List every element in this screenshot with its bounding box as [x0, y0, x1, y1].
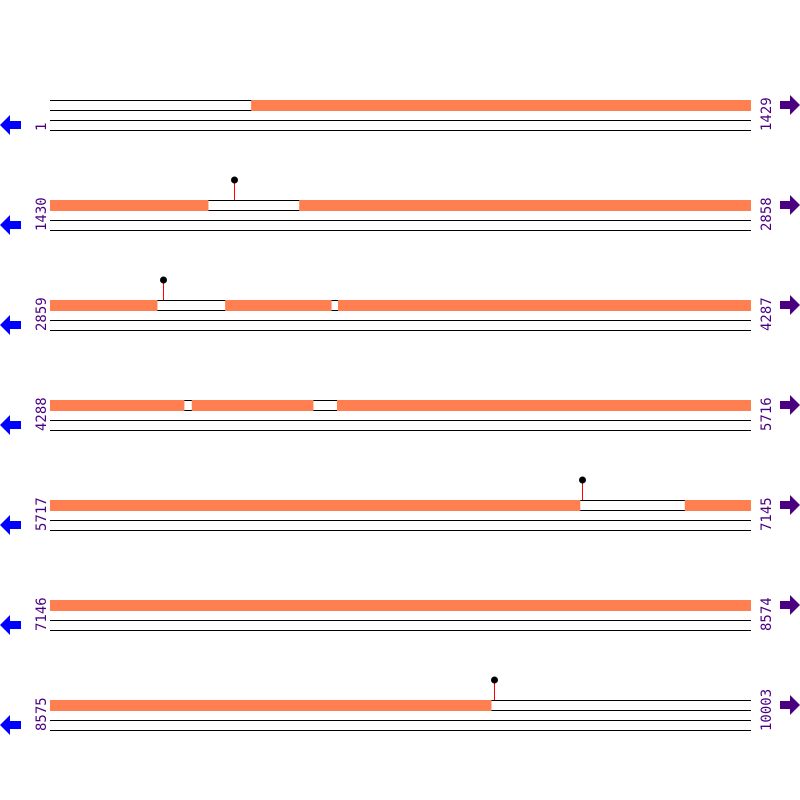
- feature-region: [50, 300, 158, 311]
- feature-region: [50, 400, 185, 411]
- marker-dot: [491, 676, 498, 684]
- track-row: 2859 4287: [0, 276, 800, 335]
- track-row: 7146 8574: [0, 595, 800, 635]
- feature-region: [191, 400, 314, 411]
- row-start-label: 1: [34, 123, 50, 131]
- feature-region: [336, 400, 751, 411]
- arrow-left-icon[interactable]: [0, 615, 21, 635]
- arrow-right-icon[interactable]: [780, 595, 800, 615]
- row-end-label: 10003: [759, 689, 775, 731]
- track-row: 5717 7145: [0, 476, 800, 535]
- track-row: 1430 2858: [0, 176, 800, 235]
- row-start-label: 1430: [34, 197, 50, 231]
- arrow-left-icon[interactable]: [0, 315, 21, 335]
- row-start-label: 7146: [34, 597, 50, 631]
- track-row: 4288 5716: [0, 395, 800, 435]
- row-end-label: 4287: [759, 297, 775, 331]
- marker-dot: [579, 476, 586, 484]
- arrow-left-icon[interactable]: [0, 415, 21, 435]
- row-end-label: 5716: [759, 397, 775, 431]
- arrow-right-icon[interactable]: [780, 195, 800, 215]
- track-row: 1 1429: [0, 95, 800, 135]
- arrow-right-icon[interactable]: [780, 395, 800, 415]
- row-end-label: 7145: [759, 497, 775, 531]
- arrow-right-icon[interactable]: [780, 295, 800, 315]
- row-start-label: 2859: [34, 297, 50, 331]
- feature-region: [251, 100, 752, 111]
- feature-region: [50, 500, 581, 511]
- arrow-left-icon[interactable]: [0, 715, 21, 735]
- row-start-label: 4288: [34, 397, 50, 431]
- marker-dot: [231, 176, 238, 184]
- feature-region: [50, 600, 751, 611]
- marker-dot: [160, 276, 167, 284]
- feature-region: [225, 300, 332, 311]
- arrow-right-icon[interactable]: [780, 695, 800, 715]
- row-end-label: 2858: [759, 197, 775, 231]
- row-start-label: 8575: [34, 697, 50, 731]
- row-end-label: 1429: [759, 97, 775, 131]
- feature-region: [299, 200, 751, 211]
- arrow-left-icon[interactable]: [0, 115, 21, 135]
- feature-region: [50, 700, 492, 711]
- row-start-label: 5717: [34, 497, 50, 531]
- track-row: 8575 10003: [0, 676, 800, 735]
- feature-region: [684, 500, 751, 511]
- arrow-left-icon[interactable]: [0, 515, 21, 535]
- feature-region: [50, 200, 209, 211]
- feature-region: [337, 300, 751, 311]
- row-end-label: 8574: [759, 597, 775, 631]
- arrow-left-icon[interactable]: [0, 215, 21, 235]
- arrow-right-icon[interactable]: [780, 495, 800, 515]
- arrow-right-icon[interactable]: [780, 95, 800, 115]
